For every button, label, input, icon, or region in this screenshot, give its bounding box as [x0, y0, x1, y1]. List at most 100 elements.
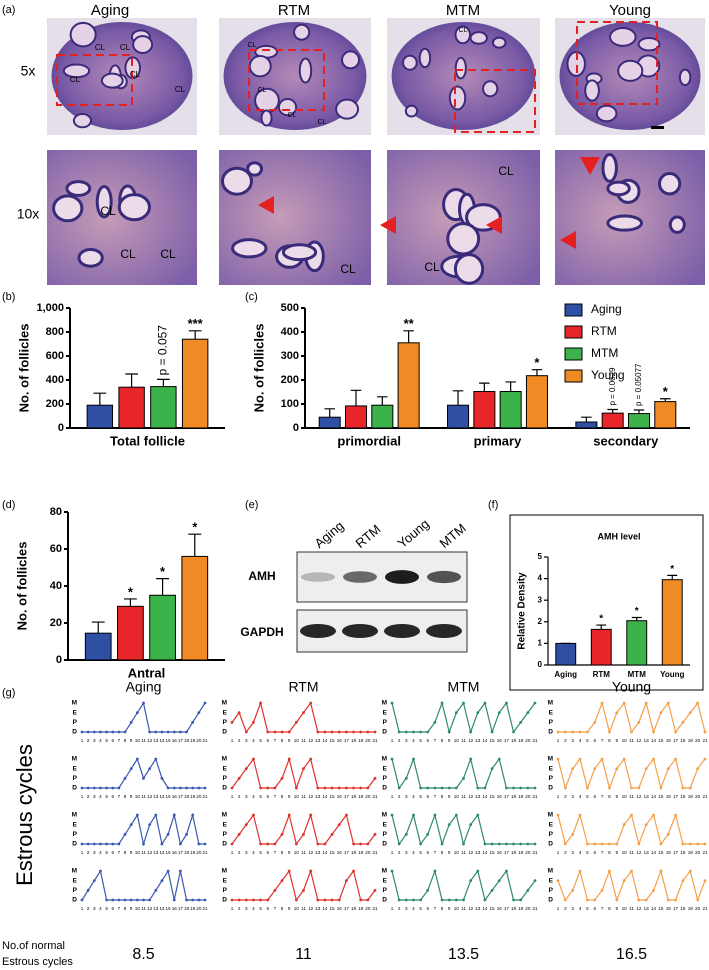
x-tick-label: 4 [99, 850, 102, 855]
cycle-point [309, 813, 313, 817]
x-tick-label: 17 [178, 850, 184, 855]
x-tick-label: 14 [482, 794, 488, 799]
x-tick-label: 15 [490, 906, 496, 911]
normal-cycles: 13.5 [448, 946, 479, 963]
x-tick-label: 20 [365, 738, 371, 743]
normal-cycles: 11 [295, 946, 312, 963]
follicle [72, 113, 93, 129]
bar [149, 594, 176, 661]
x-tick-label: 16 [337, 850, 343, 855]
cycle-point [519, 842, 523, 846]
bar [525, 375, 548, 429]
legend-swatch [564, 325, 583, 339]
cycle-point [302, 832, 305, 836]
follicle [446, 222, 481, 256]
y-tick-label: P [383, 775, 388, 782]
x-tick-label: 2 [398, 738, 401, 743]
cycle-point [166, 786, 170, 790]
cycle-point [373, 776, 377, 780]
cycle-point [454, 813, 458, 817]
significance-label: *** [188, 316, 204, 331]
cycle-point [259, 701, 262, 705]
y-tick-label: D [548, 729, 553, 736]
y-tick-label: M [382, 700, 387, 707]
y-tick-label: M [548, 756, 553, 763]
x-tick-label: 6 [111, 906, 114, 911]
y-tick-label: D [382, 897, 387, 904]
follicle [617, 59, 644, 82]
y-axis-title: Relative Density [517, 572, 528, 650]
cycle-point [160, 776, 164, 780]
x-tick-label: 10 [294, 794, 300, 799]
x-tick-label: 4 [579, 738, 582, 743]
x-tick-label: 13 [315, 794, 321, 799]
cycle-point [533, 842, 537, 846]
x-tick-label: 10 [622, 906, 628, 911]
x-tick-label: 8 [441, 906, 444, 911]
panel-label: (e) [245, 499, 258, 511]
cycle-point [397, 786, 401, 790]
x-tick-label: 10 [135, 906, 141, 911]
cycle-point [586, 898, 589, 902]
cycle-point [433, 720, 437, 724]
x-tick-label: 16 [172, 850, 178, 855]
cycle-point [526, 842, 530, 846]
y-tick-label: 100 [281, 398, 299, 410]
error-bar [156, 578, 170, 596]
cycle-line [557, 813, 705, 846]
x-tick-label: 3 [405, 738, 408, 743]
x-tick-label: 19 [358, 906, 364, 911]
cycle-point [586, 786, 589, 790]
x-tick-label: 19 [518, 906, 524, 911]
cycle-point [593, 842, 597, 846]
bar [499, 391, 522, 429]
cycle-point [148, 898, 152, 902]
x-tick-label: 3 [93, 906, 96, 911]
cycle-point [111, 842, 115, 846]
cycle-point [433, 786, 437, 790]
y-tick-label: P [73, 831, 78, 838]
cycle-point [622, 823, 626, 827]
cycle-point [615, 898, 619, 902]
x-tick-label: 20 [695, 850, 701, 855]
cycle-point [526, 786, 530, 790]
cycle-point [142, 701, 145, 705]
cycle-point [652, 813, 655, 817]
x-tick-label: 20 [525, 850, 531, 855]
x-tick-label: 10 [454, 906, 460, 911]
x-tick-label: 11 [629, 906, 634, 911]
bar [473, 391, 496, 429]
x-tick-label: 1 [557, 906, 560, 911]
column-header: MTM [446, 2, 480, 19]
y-tick-label: D [548, 841, 553, 848]
cycle-point [644, 701, 648, 705]
x-tick-label: 5 [259, 738, 262, 743]
x-tick-label: 9 [616, 906, 619, 911]
cycle-point [316, 786, 320, 790]
cycle-point [526, 711, 530, 715]
cycle-point [111, 786, 115, 790]
x-tick-label: 16 [172, 794, 178, 799]
bar [654, 401, 677, 429]
x-tick-label: 1 [391, 794, 394, 799]
cycle-line [391, 700, 536, 735]
x-tick-label: 12 [308, 850, 314, 855]
x-tick-label: 4 [579, 794, 582, 799]
x-tick-label: 7 [601, 738, 604, 743]
y-tick-label: M [222, 756, 227, 763]
x-tick-label: 19 [688, 906, 694, 911]
x-tick-label: 14 [159, 738, 165, 743]
cycle-point [571, 767, 575, 771]
x-tick-label: 6 [593, 906, 596, 911]
x-tick-label: 16 [666, 794, 672, 799]
x-tick-label: 7 [434, 850, 437, 855]
cycle-point [476, 869, 480, 873]
x-tick-label: 15 [658, 794, 664, 799]
error-bar [596, 624, 607, 630]
error-bar [403, 330, 414, 343]
cycle-point [105, 898, 108, 902]
x-tick-label: 9 [130, 906, 133, 911]
x-tick-label: 21 [702, 850, 708, 855]
bar [626, 620, 648, 666]
cycle-point [92, 879, 96, 883]
